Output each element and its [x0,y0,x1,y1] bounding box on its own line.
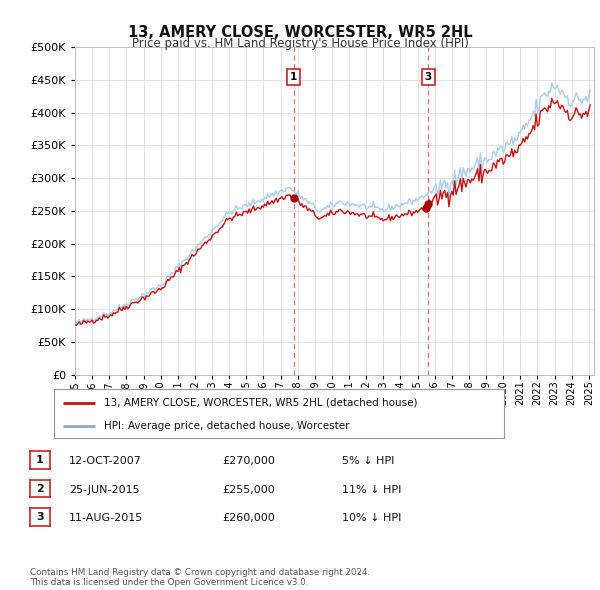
Text: 1: 1 [290,71,298,81]
Text: 13, AMERY CLOSE, WORCESTER, WR5 2HL (detached house): 13, AMERY CLOSE, WORCESTER, WR5 2HL (det… [104,398,417,408]
Text: 3: 3 [36,512,44,522]
Text: 10% ↓ HPI: 10% ↓ HPI [342,513,401,523]
Text: 11% ↓ HPI: 11% ↓ HPI [342,485,401,494]
Text: £260,000: £260,000 [222,513,275,523]
Text: £270,000: £270,000 [222,457,275,466]
Text: HPI: Average price, detached house, Worcester: HPI: Average price, detached house, Worc… [104,421,349,431]
Text: 1: 1 [36,455,44,465]
Text: 25-JUN-2015: 25-JUN-2015 [69,485,140,494]
Text: £255,000: £255,000 [222,485,275,494]
Text: 12-OCT-2007: 12-OCT-2007 [69,457,142,466]
Text: 11-AUG-2015: 11-AUG-2015 [69,513,143,523]
Text: 2: 2 [36,484,44,493]
Text: Contains HM Land Registry data © Crown copyright and database right 2024.
This d: Contains HM Land Registry data © Crown c… [30,568,370,587]
Text: 5% ↓ HPI: 5% ↓ HPI [342,457,394,466]
Text: 13, AMERY CLOSE, WORCESTER, WR5 2HL: 13, AMERY CLOSE, WORCESTER, WR5 2HL [128,25,472,40]
Text: 3: 3 [425,71,432,81]
Text: Price paid vs. HM Land Registry's House Price Index (HPI): Price paid vs. HM Land Registry's House … [131,37,469,50]
